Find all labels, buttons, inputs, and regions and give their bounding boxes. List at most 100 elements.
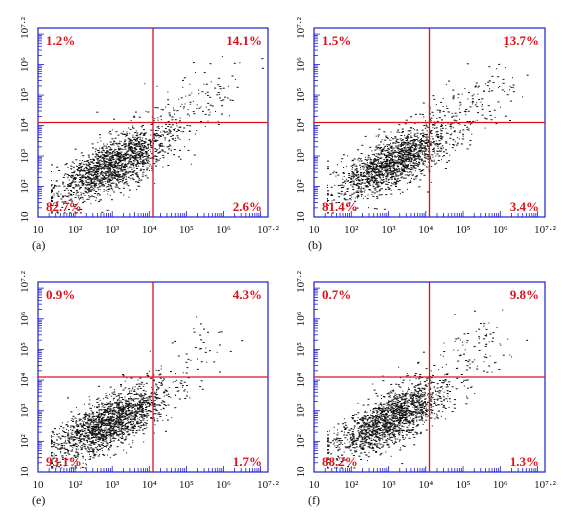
event-dot [396, 181, 398, 183]
event-dot [130, 171, 132, 173]
event-dot [107, 154, 109, 156]
event-dot [410, 161, 412, 163]
event-dot [136, 393, 139, 395]
event-dot [159, 115, 162, 117]
event-dot [85, 423, 88, 425]
event-dot [139, 145, 141, 146]
event-dot [147, 399, 149, 401]
event-dot [327, 200, 328, 202]
event-dot [87, 445, 89, 447]
event-dot [382, 181, 385, 183]
event-dot [412, 140, 414, 142]
event-dot [132, 421, 135, 423]
event-dot [401, 142, 404, 144]
event-dot [401, 143, 402, 144]
event-dot [343, 167, 345, 168]
event-dot [407, 171, 408, 173]
event-dot [118, 175, 120, 177]
event-dot [174, 119, 177, 121]
event-dot [75, 173, 78, 175]
event-dot [219, 86, 222, 87]
event-dot [98, 413, 101, 415]
x-tick-label: 10⁶ [493, 224, 508, 236]
event-dot [117, 168, 119, 170]
event-dot [441, 149, 443, 151]
event-dot [109, 159, 112, 161]
event-dot [142, 149, 145, 151]
event-dot [419, 179, 422, 181]
event-dot [387, 152, 389, 154]
event-dot [56, 447, 58, 449]
event-dot [435, 144, 437, 146]
event-dot [483, 90, 485, 92]
event-dot [79, 170, 82, 172]
event-dot [112, 179, 114, 181]
event-dot [138, 143, 141, 145]
event-dot [365, 170, 368, 172]
event-dot [97, 149, 100, 151]
event-dot [135, 153, 138, 155]
event-dot [421, 170, 423, 172]
event-dot [79, 212, 82, 214]
event-dot [186, 385, 188, 386]
event-dot [133, 405, 135, 407]
event-dot [481, 114, 484, 116]
event-dot [66, 173, 69, 175]
event-dot [94, 454, 97, 455]
event-dot [67, 202, 70, 204]
event-dot [327, 160, 329, 162]
event-dot [491, 75, 494, 77]
event-dot [90, 182, 93, 184]
event-dot [82, 425, 85, 427]
event-dot [69, 212, 72, 214]
event-dot [133, 139, 136, 141]
event-dot [330, 193, 333, 195]
event-dot [89, 179, 92, 181]
event-dot [402, 154, 405, 156]
event-dot [97, 169, 100, 171]
event-dot [131, 169, 133, 170]
event-dot [95, 167, 97, 169]
event-dot [78, 425, 80, 426]
event-dot [510, 86, 513, 88]
event-dot [71, 175, 74, 177]
event-dot [116, 400, 118, 402]
event-dot [109, 418, 111, 420]
event-dot [81, 466, 84, 468]
event-dot [401, 191, 404, 193]
event-dot [170, 397, 172, 398]
event-dot [376, 186, 379, 188]
event-dot [390, 168, 391, 170]
event-dot [404, 174, 406, 176]
event-dot [404, 123, 407, 125]
event-dot [73, 194, 75, 195]
event-dot [384, 139, 387, 141]
event-dot [418, 186, 421, 188]
event-dot [425, 157, 428, 159]
event-dot [161, 145, 163, 147]
event-dot [103, 159, 106, 161]
event-dot [87, 418, 89, 420]
event-dot [449, 124, 452, 126]
event-dot [466, 126, 469, 128]
event-dot [67, 434, 69, 436]
event-dot [329, 203, 331, 205]
event-dot [143, 409, 145, 411]
event-dot [153, 393, 156, 395]
event-dot [127, 429, 130, 431]
event-dot [86, 189, 88, 191]
event-dot [399, 148, 401, 150]
event-dot [137, 151, 140, 153]
event-dot [509, 120, 511, 121]
event-dot [51, 185, 52, 187]
event-dot [406, 168, 408, 170]
event-dot [126, 431, 129, 433]
event-dot [130, 424, 133, 425]
event-dot [468, 92, 470, 94]
event-dot [203, 328, 205, 330]
event-dot [413, 156, 416, 158]
event-dot [106, 420, 108, 422]
event-dot [133, 170, 136, 172]
event-dot [117, 176, 120, 177]
event-dot [156, 404, 159, 406]
